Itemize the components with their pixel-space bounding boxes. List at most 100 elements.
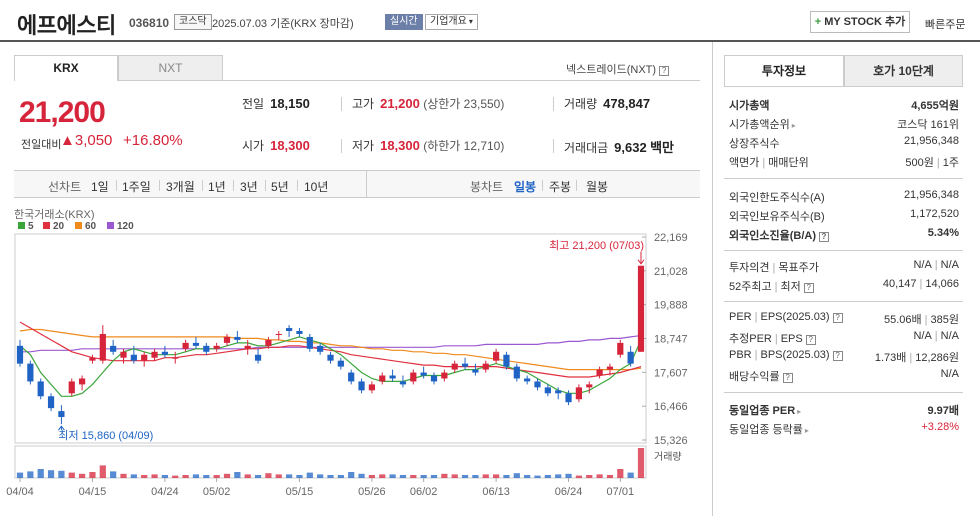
volume-bar	[130, 474, 137, 478]
volume-bar	[89, 472, 96, 478]
volume-bar	[317, 474, 324, 478]
help-icon[interactable]: ?	[832, 313, 843, 323]
candle-body	[337, 360, 344, 367]
quote-amount: 거래대금 9,632 백만	[564, 137, 674, 156]
volume-bar	[213, 475, 220, 478]
tab-krx[interactable]: KRX	[14, 55, 118, 81]
divider	[553, 139, 554, 153]
quick-order-button[interactable]: 빠른주문	[925, 19, 966, 31]
legend-label-ma60: 60	[85, 221, 97, 232]
industry-per-label: 동일업종 PER	[729, 405, 796, 417]
divider	[542, 180, 543, 191]
nextrade-link[interactable]: 넥스트레이드(NXT)?	[566, 61, 670, 77]
volume-bar	[172, 475, 179, 478]
est-eps-label: EPS	[780, 333, 803, 345]
eps-value: 385원	[930, 314, 959, 326]
opinion-label: 투자의견	[729, 262, 770, 274]
period-1year[interactable]: 1년	[208, 180, 226, 194]
period-1day[interactable]: 1일	[91, 180, 109, 194]
candle-body	[513, 366, 520, 379]
help-icon[interactable]: ?	[819, 232, 829, 242]
volume-bar	[399, 475, 407, 478]
shares-label: 상장주식수	[729, 138, 780, 150]
quote-volume-value: 478,847	[603, 96, 651, 111]
candle-body	[68, 381, 75, 394]
volume-bar	[16, 472, 24, 478]
candle-body	[265, 339, 272, 346]
y-tick-label: 16,466	[654, 401, 688, 413]
price-chart[interactable]: 한국거래소(KRX)5 20 60 120 22,169 21,028 19,888 18,7…	[0, 205, 712, 516]
candle-body	[182, 342, 189, 349]
legend-swatch-ma20	[43, 222, 50, 229]
candle-monthly[interactable]: 월봉	[586, 180, 609, 194]
period-10year[interactable]: 10년	[304, 180, 329, 194]
tab-nxt[interactable]: NXT	[118, 55, 223, 81]
industry-per-row[interactable]: 동일업종 PER ▸ 9.97배	[729, 402, 959, 420]
tab-hoga[interactable]: 호가 10단계	[844, 55, 963, 87]
market-cap-rank-label: 시가총액순위	[729, 119, 790, 131]
volume-bar	[234, 472, 241, 478]
tab-invest-info[interactable]: 투자정보	[724, 55, 844, 87]
candle-body	[555, 390, 562, 394]
par-value: 500원	[905, 157, 934, 169]
volume-bar	[606, 475, 614, 478]
company-info-dropdown[interactable]: 기업개요 ▾	[425, 14, 478, 30]
period-3year[interactable]: 3년	[240, 180, 258, 194]
volume-bar	[223, 473, 231, 478]
help-icon[interactable]: ?	[832, 351, 843, 361]
volume-bar	[110, 471, 117, 478]
quote-volume: 거래량 478,847	[564, 95, 650, 112]
nextrade-label: 넥스트레이드(NXT)	[566, 64, 657, 76]
industry-rate-row[interactable]: 동일업종 등락률 ▸ +3.28%	[729, 421, 959, 439]
chevron-down-icon: ▾	[468, 17, 473, 26]
chart-period-bar: 선차트 1일 1주일 3개월 1년 3년 5년 10년 봉차트 일봉 주봉 월봉	[14, 170, 700, 198]
candle-body	[47, 396, 55, 409]
candle-daily[interactable]: 일봉	[514, 180, 537, 194]
per-value: 55.06배	[884, 314, 922, 326]
candle-body	[120, 351, 127, 358]
volume-bar	[192, 474, 200, 478]
help-icon[interactable]: ?	[782, 373, 793, 383]
help-icon[interactable]: ?	[659, 66, 670, 76]
quote-volume-label: 거래량	[564, 97, 598, 111]
help-icon[interactable]: ?	[805, 335, 816, 345]
est-per-label: 추정PER	[729, 333, 772, 345]
help-icon[interactable]: ?	[803, 283, 814, 293]
candle-body	[27, 363, 34, 382]
volume-bar	[337, 475, 344, 478]
candle-body	[565, 393, 572, 403]
candle-body	[327, 354, 334, 361]
candle-body	[472, 369, 479, 373]
candle-body	[441, 372, 448, 379]
y-tick-label: 18,747	[654, 334, 688, 346]
candle-body	[544, 387, 551, 394]
x-tick-label: 05/15	[286, 486, 314, 498]
market-cap-rank-row[interactable]: 시가총액순위 ▸ 코스닥 161위	[729, 116, 959, 134]
candle-weekly[interactable]: 주봉	[549, 180, 572, 194]
period-1week[interactable]: 1주일	[122, 180, 151, 194]
company-info-label: 기업개요	[430, 16, 467, 27]
candle-body	[420, 372, 427, 376]
quote-prev-label: 전일	[242, 97, 265, 111]
divider	[233, 180, 234, 191]
quote-upper-limit: (상한가 23,550)	[423, 97, 505, 111]
candle-body	[306, 336, 313, 349]
volume-bar	[389, 474, 396, 478]
add-mystock-button[interactable]: + MY STOCK 추가	[810, 11, 910, 33]
quote-high: 고가 21,200 (상한가 23,550)	[352, 95, 504, 112]
plus-icon: +	[814, 16, 822, 28]
est-per-value: N/A	[913, 330, 932, 342]
volume-bar	[120, 473, 127, 478]
period-5year[interactable]: 5년	[271, 180, 289, 194]
realtime-button[interactable]: 실시간	[385, 14, 423, 30]
divider	[724, 392, 963, 393]
ma60-line	[19, 328, 642, 371]
volume-bar	[141, 475, 148, 478]
divider	[159, 180, 160, 191]
candle-body	[399, 381, 407, 385]
period-3month[interactable]: 3개월	[166, 180, 195, 194]
candle-body	[575, 387, 583, 400]
candle-body	[285, 328, 293, 332]
industry-per-value: 9.97배	[927, 405, 959, 417]
volume-bar	[575, 475, 583, 478]
